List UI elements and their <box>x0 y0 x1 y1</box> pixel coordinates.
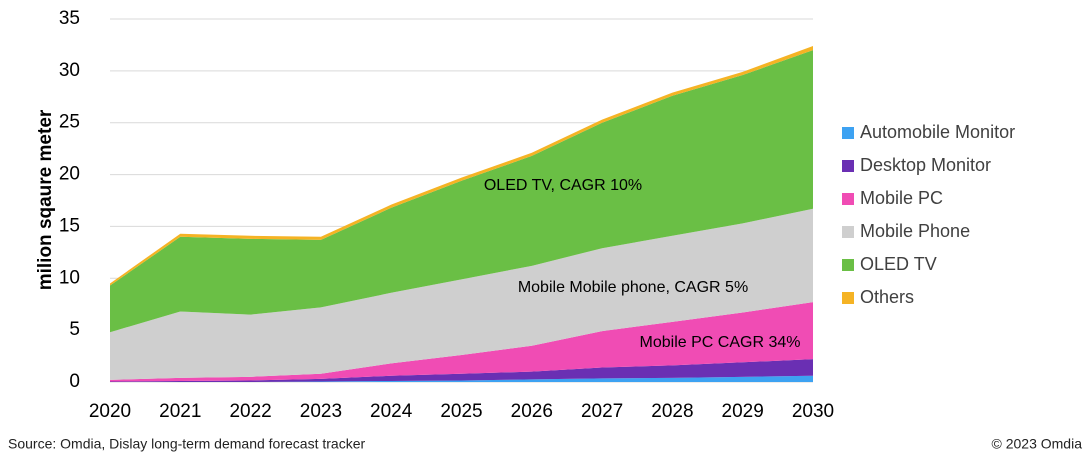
legend-label: Mobile PC <box>860 188 943 208</box>
legend-swatch <box>842 292 854 304</box>
y-tick-label: 5 <box>69 319 80 340</box>
y-tick-label: 25 <box>59 112 80 133</box>
copyright: © 2023 Omdia <box>992 436 1083 452</box>
legend-swatch <box>842 259 854 271</box>
y-tick-label: 0 <box>69 371 80 392</box>
area <box>110 359 813 382</box>
area <box>110 375 813 382</box>
y-tick-label: 20 <box>59 164 80 185</box>
area <box>110 50 813 333</box>
legend-swatch <box>842 127 854 139</box>
x-tick-label: 2030 <box>792 401 834 422</box>
x-tick-label: 2021 <box>159 401 201 422</box>
y-tick-label: 15 <box>59 215 80 236</box>
legend-swatch <box>842 193 854 205</box>
legend-label: OLED TV <box>860 254 937 274</box>
annotation: Mobile Mobile phone, CAGR 5% <box>518 279 748 296</box>
x-tick-label: 2024 <box>370 401 413 422</box>
x-tick-label: 2026 <box>511 401 553 422</box>
area <box>110 208 813 380</box>
legend-swatch <box>842 226 854 238</box>
legend-label: Desktop Monitor <box>860 155 991 175</box>
y-axis-label: milion sqaure meter <box>35 109 56 290</box>
x-tick-label: 2027 <box>581 401 623 422</box>
annotation: OLED TV, CAGR 10% <box>484 177 642 194</box>
area <box>110 302 813 382</box>
x-tick-label: 2025 <box>440 401 482 422</box>
x-tick-label: 2020 <box>89 401 131 422</box>
source: Source: Omdia, Dislay long-term demand f… <box>8 436 365 452</box>
y-tick-label: 30 <box>59 60 80 81</box>
legend-label: Others <box>860 287 914 307</box>
y-tick-label: 10 <box>59 267 80 288</box>
x-tick-label: 2029 <box>722 401 764 422</box>
legend-label: Mobile Phone <box>860 221 970 241</box>
legend-swatch <box>842 160 854 172</box>
legend-label: Automobile Monitor <box>860 122 1015 142</box>
annotation: Mobile PC CAGR 34% <box>640 334 801 351</box>
y-tick-label: 35 <box>59 8 80 29</box>
x-tick-label: 2023 <box>300 401 342 422</box>
x-tick-label: 2022 <box>229 401 271 422</box>
x-tick-label: 2028 <box>651 401 693 422</box>
